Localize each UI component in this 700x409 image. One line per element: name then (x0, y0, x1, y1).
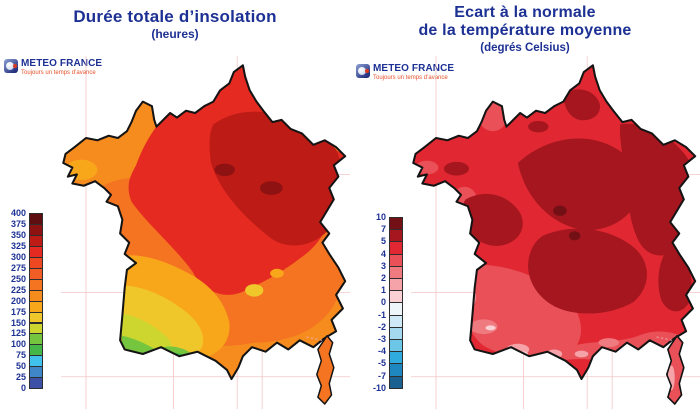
page-subtitle: (heures) (151, 27, 199, 41)
temperature-title-block: Ecart à la normale de la température moy… (350, 4, 700, 55)
legend-tick-label: 5 (380, 236, 386, 247)
contour-region (459, 264, 682, 363)
contour-region (569, 231, 581, 241)
legend-color-cell (389, 351, 403, 365)
contour-region (245, 284, 264, 297)
legend-color-cell (389, 265, 403, 279)
legend-tick-label: 10 (375, 212, 386, 222)
meteo-france-logo-icon (4, 59, 18, 73)
legend-tick-label: -3 (377, 334, 386, 344)
legend-color-cell (389, 302, 403, 316)
contour-region (214, 163, 235, 177)
legend-tick-label: 100 (10, 339, 26, 350)
logo-tagline: Toujours un temps d’avance (373, 75, 448, 81)
legend-tick-label: -1 (377, 309, 386, 320)
legend-color-cell (29, 377, 43, 390)
contour-region (574, 350, 589, 358)
legend-tick-label: 2 (380, 273, 386, 283)
legend-tick-label: 150 (10, 317, 26, 328)
legend-tick-label: 3 (380, 260, 386, 271)
panel-temperature-anomaly: Ecart à la normale de la température moy… (350, 0, 700, 409)
meteo-france-logo: METEO FRANCE Toujours un temps d’avance (4, 59, 102, 77)
legend-tick-label: 25 (15, 372, 26, 383)
legend-tick-label: 275 (10, 262, 26, 273)
contour-region (470, 319, 498, 335)
france-map-temperature (411, 56, 700, 409)
contour-region (531, 78, 559, 93)
insolation-legend: 400 375 350 325 300 275 250 225 200 175 150 125 100 7… (0, 208, 46, 393)
contour-region (598, 338, 620, 348)
insolation-contours (65, 66, 346, 361)
legend-tick-label: 7 (380, 224, 386, 235)
logo-tagline: Toujours un temps d’avance (21, 70, 96, 76)
contour-region (270, 268, 284, 278)
contour-region (564, 89, 600, 121)
legend-color-cell (389, 241, 403, 255)
legend-tick-label: 400 (10, 208, 26, 218)
legend-tick-label: 50 (15, 361, 26, 372)
contour-region (528, 228, 647, 314)
legend-tick-label: 4 (380, 248, 386, 259)
logo-name: METEO FRANCE (373, 63, 455, 74)
page-title: Durée totale d’insolation (73, 7, 277, 26)
contour-region (553, 205, 567, 216)
legend-tick-label: -4 (377, 346, 386, 357)
legend-tick-label: 200 (10, 295, 26, 306)
contour-region (485, 325, 496, 331)
legend-tick-label: 175 (10, 306, 26, 317)
temperature-contours (415, 78, 695, 363)
legend-tick-label: 350 (10, 229, 26, 240)
page-title: Ecart à la normale (454, 4, 596, 21)
contour-region (462, 193, 523, 246)
contour-region (517, 138, 641, 231)
legend-tick-label: -2 (377, 321, 386, 332)
legend-color-cell (389, 229, 403, 243)
legend-color-cell (389, 253, 403, 267)
contour-region (259, 181, 283, 195)
legend-color-cell (389, 375, 403, 389)
legend-tick-label: -5 (377, 358, 386, 369)
legend-tick-label: 125 (10, 328, 26, 339)
panel-insolation: Durée totale d’insolation (heures) METEO… (0, 7, 350, 409)
france-map-insolation (61, 56, 350, 409)
legend-tick-label: -7 (377, 370, 386, 381)
logo-name: METEO FRANCE (21, 58, 103, 69)
meteo-france-logo: METEO FRANCE Toujours un temps d’avance (356, 64, 454, 82)
legend-color-cell (389, 314, 403, 328)
corsica (316, 335, 335, 405)
legend-tick-label: 375 (10, 218, 26, 229)
legend-tick-label: 0 (20, 383, 26, 394)
contour-region (209, 111, 342, 246)
insolation-title-block: Durée totale d’insolation (heures) (0, 7, 350, 41)
legend-tick-label: 300 (10, 251, 26, 262)
legend-tick-label: 225 (10, 284, 26, 295)
legend-tick-label: 1 (380, 285, 386, 296)
legend-tick-label: -10 (372, 382, 386, 393)
legend-color-cell (389, 290, 403, 304)
page-title-line2: de la température moyenne (418, 22, 632, 39)
legend-color-cell (389, 363, 403, 377)
temperature-legend: 10 7 5 4 3 2 1 0 -1 -2 -3 -4 -5 -7 -10 (360, 212, 406, 393)
legend-tick-label: 75 (15, 350, 26, 361)
meteo-france-logo-icon (356, 64, 370, 78)
legend-tick-label: 325 (10, 240, 26, 251)
legend-tick-label: 0 (380, 297, 386, 308)
contour-region (443, 161, 469, 176)
contour-region (528, 120, 549, 133)
legend-color-cell (389, 326, 403, 340)
legend-tick-label: 250 (10, 273, 26, 284)
page-subtitle: (degrés Celsius) (480, 42, 570, 54)
